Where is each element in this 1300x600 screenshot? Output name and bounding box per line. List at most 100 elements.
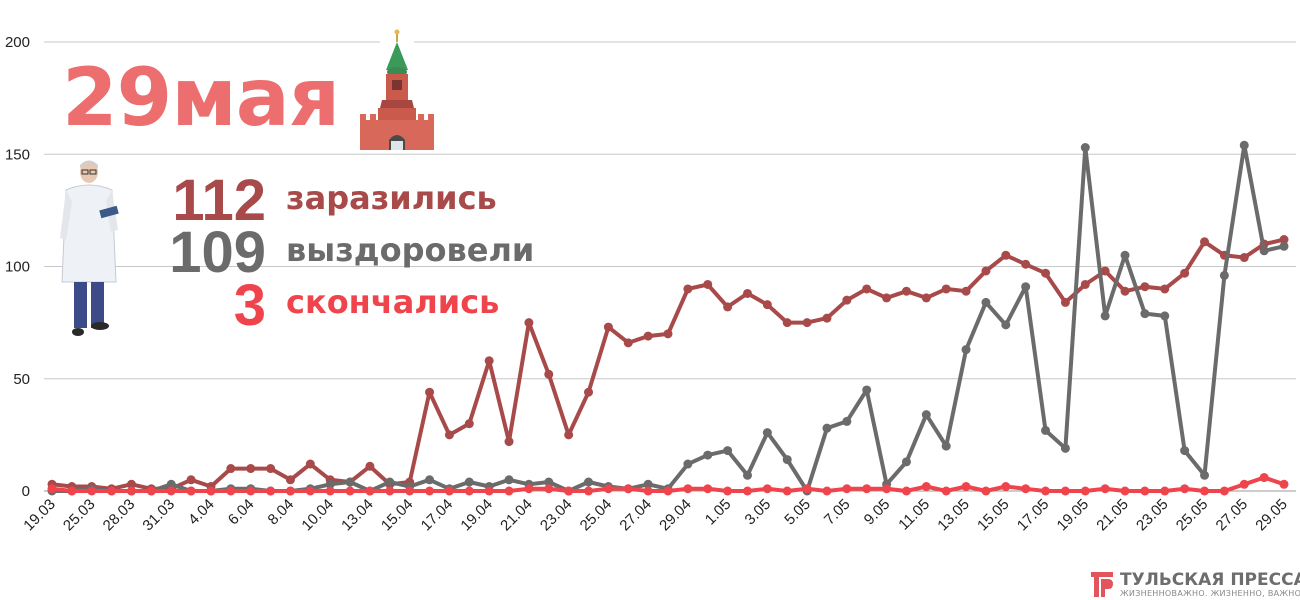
data-point xyxy=(385,477,395,487)
x-tick-label: 13.05 xyxy=(934,496,973,535)
data-point xyxy=(941,284,951,294)
data-point xyxy=(762,428,772,438)
infected-label: заразились xyxy=(286,179,497,217)
data-point xyxy=(901,457,911,467)
data-point xyxy=(1041,268,1051,278)
infected-count: 112 xyxy=(172,168,266,233)
brand-name: ТУЛЬСКАЯ ПРЕССА xyxy=(1120,570,1300,590)
data-point xyxy=(504,475,514,485)
data-point xyxy=(564,486,574,496)
x-tick-label: 13.04 xyxy=(338,496,377,535)
data-point xyxy=(524,484,534,494)
data-point xyxy=(961,286,971,296)
data-point xyxy=(921,482,931,492)
data-point xyxy=(1219,486,1229,496)
data-point xyxy=(683,284,693,294)
data-point xyxy=(126,486,136,496)
x-tick-label: 29.04 xyxy=(656,496,695,535)
x-tick-label: 31.03 xyxy=(139,496,178,535)
data-point xyxy=(126,479,136,489)
recovered-count: 109 xyxy=(169,220,266,285)
data-point xyxy=(1219,270,1229,280)
data-point xyxy=(981,266,991,276)
x-tick-label: 29.05 xyxy=(1252,496,1291,535)
data-point xyxy=(484,356,494,366)
x-tick-label: 19.04 xyxy=(457,496,496,535)
data-point xyxy=(325,479,335,489)
data-point xyxy=(1279,479,1289,489)
x-tick-label: 11.05 xyxy=(895,496,933,534)
data-point xyxy=(862,385,872,395)
data-point xyxy=(1140,309,1150,319)
data-point xyxy=(1160,486,1170,496)
data-point xyxy=(822,486,832,496)
x-tick-label: 19.05 xyxy=(1054,496,1093,535)
data-point xyxy=(1100,266,1110,276)
data-point xyxy=(663,486,673,496)
x-tick-label: 4.04 xyxy=(185,496,218,529)
data-point xyxy=(87,486,97,496)
data-point xyxy=(564,430,574,440)
data-point xyxy=(1041,425,1051,435)
data-point xyxy=(1239,140,1249,150)
x-tick-label: 23.04 xyxy=(537,496,576,535)
deaths-count: 3 xyxy=(233,273,266,338)
data-point xyxy=(802,318,812,328)
data-point xyxy=(1160,284,1170,294)
x-axis: 19.03 25.03 28.03 31.03 4.04 6.04 8.04 10.04 13.… xyxy=(20,496,1291,535)
data-point xyxy=(1100,484,1110,494)
data-point xyxy=(285,475,295,485)
x-tick-label: 17.04 xyxy=(418,496,457,535)
data-point xyxy=(1021,484,1031,494)
doctor-illustration xyxy=(60,160,119,336)
data-point xyxy=(166,486,176,496)
data-point xyxy=(146,486,156,496)
data-point xyxy=(584,387,594,397)
data-point xyxy=(544,477,554,487)
data-point xyxy=(266,486,276,496)
tp-logo-icon xyxy=(1091,572,1113,597)
x-tick-label: 21.04 xyxy=(497,496,536,535)
deaths-label: скончались xyxy=(286,283,500,321)
data-point xyxy=(484,486,494,496)
data-point xyxy=(703,279,713,289)
x-tick-label: 5.05 xyxy=(781,496,814,529)
data-point xyxy=(544,484,554,494)
data-point xyxy=(1080,486,1090,496)
data-point xyxy=(723,302,733,312)
data-point xyxy=(1239,253,1249,263)
data-point xyxy=(47,484,57,494)
data-point xyxy=(663,329,673,339)
x-tick-label: 25.03 xyxy=(60,496,99,535)
data-point xyxy=(1080,143,1090,153)
data-point xyxy=(762,484,772,494)
x-tick-label: 15.05 xyxy=(974,496,1013,535)
data-point xyxy=(345,477,355,487)
data-point xyxy=(882,293,892,303)
data-point xyxy=(246,464,256,474)
x-tick-label: 1.05 xyxy=(702,496,735,529)
series-layer xyxy=(47,140,1289,496)
data-point xyxy=(1060,297,1070,307)
data-point xyxy=(1080,279,1090,289)
data-point xyxy=(365,461,375,471)
data-point xyxy=(882,484,892,494)
x-tick-label: 19.03 xyxy=(20,496,59,535)
data-point xyxy=(683,484,693,494)
x-tick-label: 23.05 xyxy=(1133,496,1172,535)
data-point xyxy=(425,486,435,496)
data-point xyxy=(723,486,733,496)
y-axis: 0 50 100 150 200 xyxy=(5,34,30,500)
data-point xyxy=(1140,282,1150,292)
data-point xyxy=(703,450,713,460)
data-point xyxy=(1100,311,1110,321)
x-tick-label: 27.05 xyxy=(1213,496,1252,535)
data-point xyxy=(723,446,733,456)
data-point xyxy=(226,464,236,474)
data-point xyxy=(742,470,752,480)
data-point xyxy=(464,419,474,429)
data-point xyxy=(1200,237,1210,247)
data-point xyxy=(603,484,613,494)
data-point xyxy=(901,286,911,296)
data-point xyxy=(1279,241,1289,251)
